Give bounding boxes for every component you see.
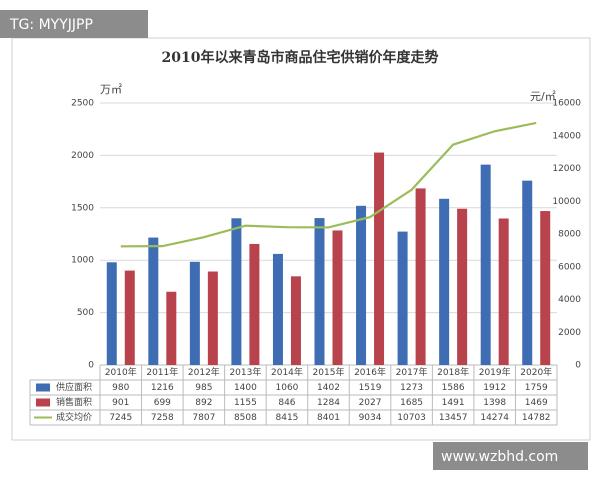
table-value: 10703: [397, 413, 426, 423]
table-value: 1586: [442, 383, 465, 393]
bar: [480, 164, 491, 365]
x-tick-label: 2014年: [271, 366, 303, 378]
legend-label: 销售面积: [56, 396, 92, 408]
table-value: 699: [154, 398, 171, 408]
table-value: 1491: [442, 398, 465, 408]
table-value: 1284: [317, 398, 340, 408]
y2-axis-label: 元/㎡: [530, 90, 556, 103]
table-value: 1469: [525, 398, 548, 408]
bar: [540, 211, 551, 365]
bar: [415, 188, 426, 365]
y2-tick-label: 2000: [558, 328, 581, 338]
table-value: 980: [112, 383, 129, 393]
table-value: 1155: [234, 398, 257, 408]
bar: [439, 198, 450, 365]
table-value: 2027: [359, 398, 382, 408]
y-tick-label: 2000: [71, 151, 94, 161]
table-value: 14274: [480, 413, 509, 423]
chart-title: 2010年以来青岛市商品住宅供销价年度走势: [162, 49, 439, 66]
x-tick-label: 2015年: [313, 366, 345, 378]
table-value: 9034: [359, 413, 382, 423]
x-tick-label: 2019年: [479, 366, 511, 378]
bar: [124, 270, 135, 365]
bar: [189, 261, 200, 365]
table-value: 7258: [151, 413, 174, 423]
y-tick-label: 2500: [71, 99, 94, 109]
legend-swatch: [36, 398, 50, 407]
table-value: 846: [278, 398, 295, 408]
line: [120, 121, 537, 248]
x-tick-label: 2016年: [354, 366, 386, 378]
bar: [332, 230, 343, 365]
y-tick-label: 1500: [71, 203, 94, 213]
table-value: 1400: [234, 383, 257, 393]
legend-label: 供应面积: [56, 381, 92, 393]
y2-tick-label: 4000: [558, 295, 581, 305]
y2-tick-label: 14000: [552, 131, 581, 141]
x-tick-label: 2017年: [396, 366, 428, 378]
table-value: 7245: [109, 413, 132, 423]
table-value: 8401: [317, 413, 340, 423]
table-value: 1685: [400, 398, 423, 408]
overlay-text: TG: MYYJJPP: [9, 17, 93, 33]
table-value: 901: [112, 398, 129, 408]
table-value: 14782: [522, 413, 551, 423]
table-value: 1216: [151, 383, 174, 393]
overlay-box: [0, 10, 148, 38]
bar: [231, 218, 242, 365]
bar: [249, 243, 260, 365]
y-axis-label: 万㎡: [100, 83, 122, 96]
x-tick-label: 2020年: [520, 366, 552, 378]
overlay-text: www.wzbhd.com: [441, 449, 558, 465]
y-tick-label: 500: [77, 308, 94, 318]
bar: [148, 237, 159, 365]
x-tick-label: 2018年: [437, 366, 469, 378]
overlay-box: [433, 442, 588, 470]
legend-label: 成交均价: [56, 411, 92, 423]
y-tick-label: 1000: [71, 256, 94, 266]
bar: [397, 231, 408, 365]
bar: [272, 253, 283, 365]
bar: [356, 205, 367, 365]
chart-frame: [11, 37, 591, 441]
table-value: 1398: [483, 398, 506, 408]
bar: [374, 152, 385, 365]
table-value: 1519: [359, 383, 382, 393]
x-tick-label: 2013年: [229, 366, 261, 378]
y2-tick-label: 6000: [558, 262, 581, 272]
legend-swatch: [36, 383, 50, 392]
bar: [290, 276, 301, 365]
y-tick-label: 0: [88, 361, 94, 371]
table-value: 1402: [317, 383, 340, 393]
x-tick-label: 2012年: [188, 366, 220, 378]
y2-tick-label: 12000: [552, 164, 581, 174]
table-value: 13457: [439, 413, 468, 423]
x-tick-label: 2010年: [105, 366, 137, 378]
table-value: 1273: [400, 383, 423, 393]
table-value: 8508: [234, 413, 257, 423]
table-value: 1912: [483, 383, 506, 393]
y2-tick-label: 0: [575, 361, 581, 371]
table-value: 8415: [276, 413, 299, 423]
x-tick-label: 2011年: [146, 366, 178, 378]
y2-tick-label: 10000: [552, 197, 581, 207]
bar: [106, 262, 117, 365]
bar: [498, 218, 509, 365]
bar: [207, 271, 218, 365]
bar: [166, 291, 177, 365]
table-value: 1060: [276, 383, 299, 393]
bar: [522, 180, 533, 365]
table-value: 892: [195, 398, 212, 408]
y2-tick-label: 8000: [558, 230, 581, 240]
table-value: 7807: [192, 413, 215, 423]
table-value: 1759: [525, 383, 548, 393]
y2-tick-label: 16000: [552, 99, 581, 109]
table-value: 985: [195, 383, 212, 393]
bar: [314, 218, 325, 365]
bar: [457, 208, 468, 365]
